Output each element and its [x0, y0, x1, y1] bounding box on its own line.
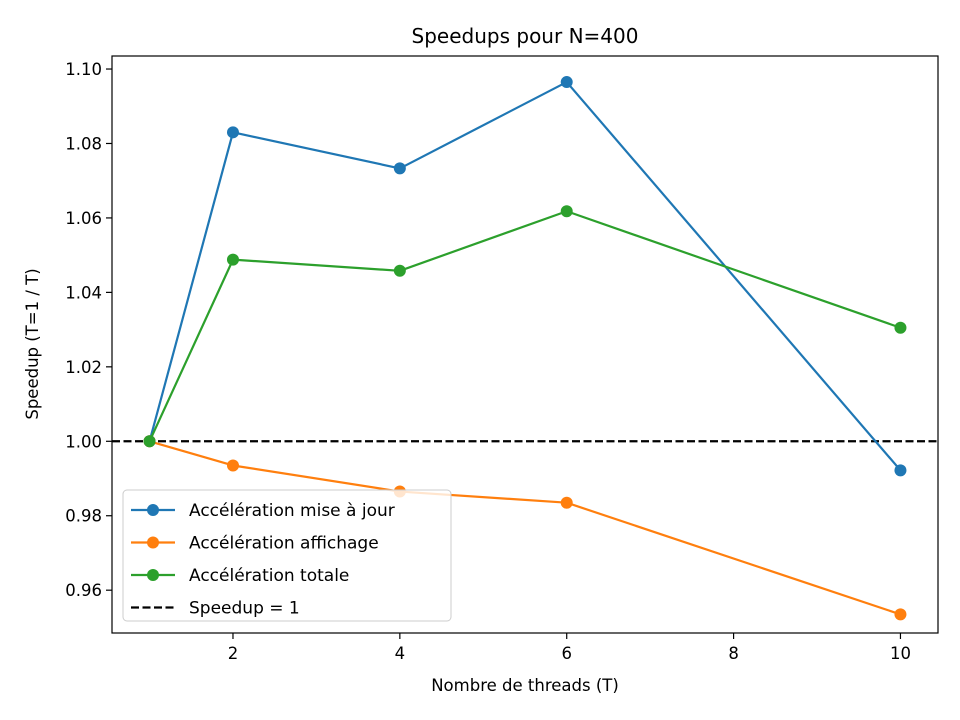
series-1-point-5: [894, 464, 907, 477]
y-tick-label-5: 1.04: [65, 283, 102, 302]
y-tick-label-6: 1.06: [65, 209, 102, 228]
legend-marker-1: [147, 504, 159, 516]
series-2-point-5: [894, 608, 907, 621]
x-tick-label-3: 6: [561, 644, 572, 663]
legend-label-3: Accélération totale: [189, 566, 349, 586]
y-tick-label-1: 0.96: [65, 581, 102, 600]
series-1-point-2: [226, 126, 239, 139]
legend-box: [122, 489, 452, 622]
y-tick-label-8: 1.10: [65, 60, 102, 79]
plot-area: 2 4 6 8 10 0.96 0.98 1.00 1.02 1.04 1.06 1.08 1.10: [65, 55, 939, 663]
legend-marker-2: [147, 536, 159, 549]
series-1-point-3: [393, 162, 406, 175]
series-2-point-4: [560, 496, 573, 509]
series-2-point-2: [226, 459, 239, 472]
y-tick-label-3: 1.00: [65, 432, 102, 451]
y-axis-label: Speedup (T=1 / T): [23, 268, 42, 419]
y-tick-label-7: 1.08: [65, 134, 102, 153]
legend-label-1: Accélération mise à jour: [189, 501, 395, 521]
series-line-3: [148, 210, 901, 442]
series-3-point-2: [226, 253, 239, 266]
x-tick-label-1: 2: [228, 644, 239, 663]
series-3-point-5: [894, 321, 907, 334]
legend-marker-3: [147, 569, 159, 581]
x-tick-label-2: 4: [395, 644, 406, 663]
axes-frame: [111, 55, 939, 634]
chart-title: Speedups pour N=400: [412, 24, 639, 48]
x-tick-label-4: 8: [728, 644, 739, 663]
series-1-point-4: [560, 76, 573, 89]
y-tick-label-2: 0.98: [65, 507, 102, 526]
legend-label-2: Accélération affichage: [189, 534, 379, 554]
x-tick-label-5: 10: [890, 644, 911, 663]
series-3-point-3: [393, 264, 406, 277]
legend: Accélération mise à jour Accélération aff…: [122, 489, 452, 622]
legend-label-4: Speedup = 1: [189, 599, 300, 619]
x-axis-label: Nombre de threads (T): [431, 676, 619, 695]
series-3-point-4: [560, 205, 573, 218]
y-tick-label-4: 1.02: [65, 358, 102, 377]
series-3-point-1: [143, 435, 156, 448]
series-line-1: [148, 80, 902, 472]
